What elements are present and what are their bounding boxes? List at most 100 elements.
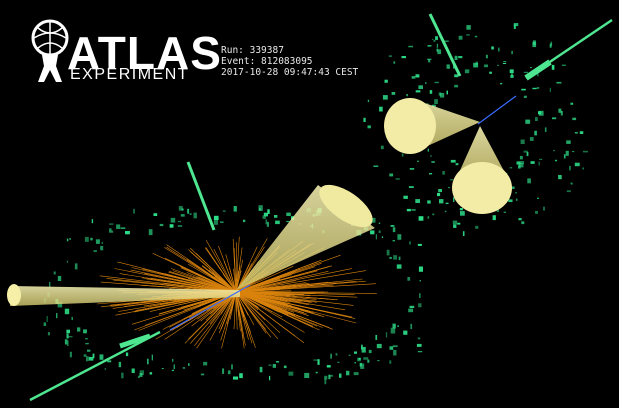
calo-cell — [582, 150, 588, 153]
track-line — [164, 257, 237, 293]
calo-cell — [510, 74, 514, 78]
calo-cell — [286, 220, 290, 223]
calo-cell — [317, 359, 320, 365]
calo-cell — [536, 87, 540, 89]
track-line — [235, 291, 283, 294]
calo-cell — [178, 220, 181, 223]
calo-cell — [409, 241, 411, 245]
track-line — [235, 291, 267, 334]
calo-cell — [392, 323, 396, 329]
calo-cell — [436, 43, 439, 48]
calo-cell — [376, 343, 382, 349]
calo-cell — [324, 375, 328, 380]
calo-cell — [69, 351, 72, 358]
track-line — [218, 245, 237, 293]
calo-cell — [395, 178, 400, 180]
calo-cell — [555, 159, 558, 162]
calo-cell — [392, 345, 398, 348]
calo-cell — [337, 361, 340, 363]
calo-cell — [403, 330, 408, 335]
calo-cell — [189, 213, 192, 215]
calo-cell — [558, 175, 562, 180]
calo-cell — [369, 231, 373, 233]
track-line — [235, 280, 297, 293]
calo-cell — [473, 62, 479, 68]
calo-cell — [418, 303, 422, 308]
calo-cell — [66, 260, 69, 263]
calo-cell — [95, 239, 100, 244]
calo-cell — [572, 151, 575, 153]
calo-cell — [233, 206, 237, 212]
calo-cell — [526, 151, 529, 157]
calo-cell — [434, 99, 438, 104]
calo-cell — [227, 370, 231, 375]
track-line — [235, 291, 273, 313]
calo-cell — [503, 211, 506, 213]
calo-cell — [416, 343, 422, 347]
track-line — [220, 291, 237, 330]
calo-cell — [566, 140, 571, 144]
calo-cell — [561, 64, 566, 66]
calo-cell — [549, 87, 551, 92]
calo-cell — [389, 346, 394, 350]
calo-cell — [83, 329, 87, 334]
track-line — [164, 247, 237, 293]
calo-cell — [378, 230, 381, 233]
calo-cell — [397, 234, 402, 240]
event-number: Event: 812083095 — [221, 56, 313, 67]
calo-cell — [411, 76, 416, 79]
calo-cell — [525, 119, 531, 124]
calo-cell — [511, 50, 513, 55]
calo-cell — [551, 64, 555, 70]
calo-cell — [116, 224, 121, 229]
calo-cell — [361, 346, 366, 353]
calo-cell — [433, 40, 436, 42]
track-line — [209, 291, 237, 341]
calo-cell — [406, 94, 408, 97]
calo-cell — [434, 81, 439, 84]
beam-line — [169, 284, 251, 331]
calo-cell — [518, 218, 522, 221]
calo-cell — [233, 376, 238, 380]
calo-cell — [363, 117, 366, 122]
calo-cell — [419, 280, 421, 282]
calo-cell — [398, 256, 401, 261]
calo-cell — [138, 375, 140, 379]
calo-cell — [339, 373, 342, 378]
track-line — [235, 265, 333, 293]
calo-cell — [450, 159, 456, 163]
track-line — [188, 249, 237, 293]
track-line — [235, 291, 320, 331]
calo-cell — [393, 349, 397, 356]
calo-cell — [329, 374, 333, 377]
calo-cell — [92, 353, 95, 359]
calo-cell — [464, 69, 470, 74]
calo-cell — [427, 200, 431, 204]
calo-cell — [286, 212, 291, 216]
calo-cell — [133, 208, 135, 214]
calo-cell — [263, 212, 268, 217]
calo-cell — [239, 373, 243, 379]
calo-cell — [385, 332, 388, 338]
calo-cell — [409, 168, 415, 170]
jet-cone-right — [236, 184, 375, 290]
calo-cell — [358, 357, 361, 360]
calo-cell — [532, 87, 537, 90]
calo-cell — [508, 199, 513, 203]
track-line — [235, 291, 296, 337]
calo-cell — [502, 63, 507, 64]
calo-cell — [388, 55, 392, 57]
calo-cell — [401, 56, 406, 59]
calo-cell — [462, 231, 465, 236]
calo-cell — [544, 127, 547, 132]
calo-cell — [429, 173, 433, 175]
muon-tracks — [29, 161, 216, 402]
track-line — [235, 291, 282, 310]
track-line — [235, 291, 238, 330]
track-line — [186, 272, 237, 293]
calo-cell — [69, 238, 71, 240]
calo-cell — [67, 336, 73, 338]
calo-cell — [367, 125, 371, 129]
calo-cell — [452, 220, 458, 225]
calo-cell — [406, 208, 411, 212]
